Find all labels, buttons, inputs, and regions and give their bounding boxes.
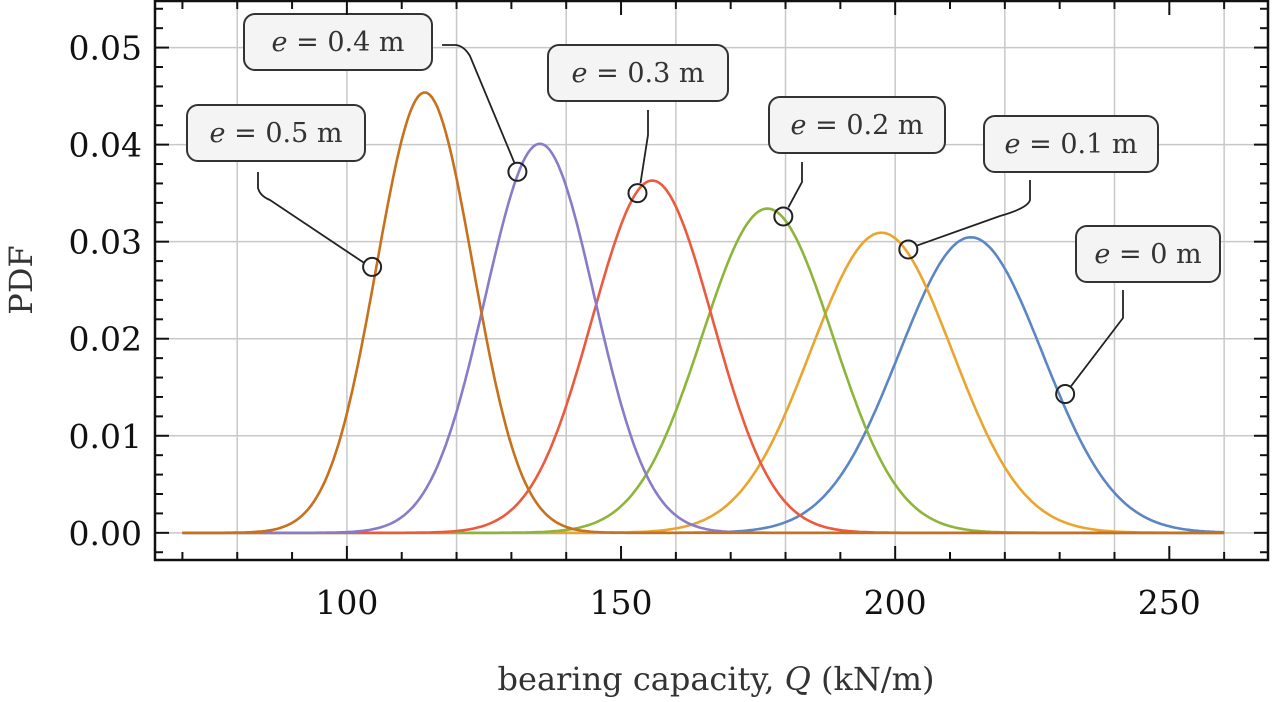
marker-circle (1055, 384, 1076, 405)
callout-leader (639, 110, 649, 184)
x-axis-title-var: Q (785, 660, 811, 698)
y-tick-label: 0.01 (69, 417, 142, 456)
callout-leader (787, 162, 803, 208)
x-axis-title: bearing capacity, Q (kN/m) (498, 660, 935, 698)
callout-label: e = 0.5 m (210, 118, 343, 149)
y-tick-label: 0.04 (69, 126, 142, 165)
callout: e = 0.3 m (547, 44, 729, 204)
callout-label: e = 0.3 m (572, 58, 705, 89)
callout-box (768, 96, 946, 154)
marker-circle (898, 239, 919, 260)
y-axis-title: PDF (2, 245, 40, 314)
ticks (155, 1, 1268, 560)
callout-label: e = 0.1 m (1005, 129, 1138, 160)
callout: e = 0 m (1055, 225, 1221, 405)
y-tick-label: 0.03 (69, 223, 142, 262)
series-line (182, 207, 1225, 535)
series-line (182, 179, 1225, 535)
callout-box (547, 44, 729, 102)
callout-box (983, 115, 1159, 173)
callout: e = 0.2 m (768, 96, 946, 227)
marker-circle (362, 256, 383, 277)
x-tick-label: 200 (864, 583, 927, 622)
series-line (182, 91, 1225, 535)
y-tick-label: 0.00 (69, 514, 142, 553)
callout-label: e = 0 m (1094, 239, 1201, 270)
callout: e = 0.4 m (243, 13, 528, 182)
x-axis-title-suffix: (kN/m) (811, 660, 935, 698)
x-tick-label: 100 (315, 583, 378, 622)
callout: e = 0.1 m (898, 115, 1159, 260)
callout-box (1075, 225, 1221, 283)
x-tick-label: 150 (590, 583, 653, 622)
callout-leader (442, 44, 516, 164)
y-tick-label: 0.05 (69, 29, 142, 68)
callout: e = 0.5 m (186, 104, 383, 277)
marker-circle (773, 206, 794, 227)
callout-box (186, 104, 366, 162)
callouts: e = 0 m e = 0.1 m e = 0.2 m e = 0.3 m e = 0.… (186, 13, 1221, 405)
x-axis-title-prefix: bearing capacity, (498, 660, 785, 698)
marker-circle (627, 183, 648, 204)
marker-circle (507, 161, 528, 182)
tick-labels: 100 150 200 250 0.00 0.01 0.02 0.03 0.04 0.05 (69, 29, 1201, 622)
series-line (182, 231, 1225, 535)
curves (182, 91, 1225, 535)
callout-label: e = 0.2 m (791, 110, 924, 141)
y-tick-label: 0.02 (69, 320, 142, 359)
callout-leader (257, 172, 365, 264)
x-tick-label: 250 (1138, 583, 1201, 622)
callout-box (243, 13, 433, 71)
callout-label: e = 0.4 m (272, 27, 405, 58)
callout-leader (917, 180, 1031, 247)
callout-leader (1070, 290, 1124, 387)
